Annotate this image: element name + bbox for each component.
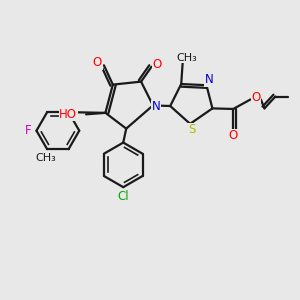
Text: Cl: Cl xyxy=(117,190,129,202)
Text: N: N xyxy=(152,100,160,113)
Text: N: N xyxy=(205,74,214,86)
Text: HO: HO xyxy=(59,108,77,121)
Text: O: O xyxy=(93,56,102,69)
Text: CH₃: CH₃ xyxy=(35,153,56,163)
Text: F: F xyxy=(25,124,32,137)
Text: CH₃: CH₃ xyxy=(177,53,197,63)
Text: O: O xyxy=(152,58,161,71)
Text: S: S xyxy=(188,123,195,136)
Text: O: O xyxy=(251,92,260,104)
Text: O: O xyxy=(229,129,238,142)
